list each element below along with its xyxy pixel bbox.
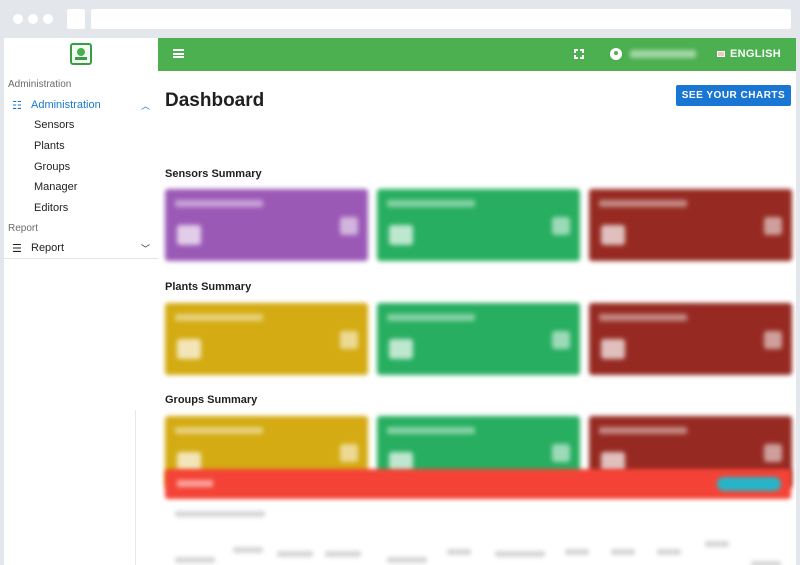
card-icon [764, 217, 782, 235]
card-icon [340, 217, 358, 235]
main-content: Dashboard SEE YOUR CHARTS Sensors Summar… [158, 71, 796, 565]
section-title: Sensors Summary [165, 168, 262, 180]
browser-toolbar [0, 0, 800, 38]
sidebar: Administration ☷ Administration ︿ Sensor… [4, 38, 158, 565]
card-icon [552, 217, 570, 235]
card-icon [552, 444, 570, 462]
summary-card[interactable] [377, 303, 580, 375]
logo-icon [70, 43, 92, 65]
sidebar-item-editors[interactable]: Editors [34, 202, 69, 215]
summary-card[interactable] [377, 189, 580, 261]
card-icon [340, 331, 358, 349]
sidebar-section-title: Report [8, 222, 39, 234]
alert-bar [165, 469, 791, 499]
sidebar-section-title: Administration [8, 79, 72, 90]
card-icon [764, 444, 782, 462]
language-selector[interactable]: ENGLISH [730, 48, 781, 60]
card-icon [764, 331, 782, 349]
section-title: Plants Summary [165, 281, 252, 293]
address-bar[interactable] [91, 9, 791, 29]
data-table [165, 505, 791, 565]
page-title: Dashboard [165, 90, 265, 111]
window-dot-icon [43, 14, 53, 24]
user-name[interactable] [630, 50, 696, 58]
sliders-icon: ☷ [12, 99, 22, 112]
chevron-up-icon: ︿ [140, 100, 150, 111]
plants-summary-row [165, 303, 792, 375]
sidebar-item-manager[interactable]: Manager [34, 181, 78, 194]
sidebar-item-administration[interactable]: ☷ Administration ︿ [4, 95, 158, 115]
sidebar-item-sensors[interactable]: Sensors [34, 119, 75, 131]
menu-icon[interactable] [173, 49, 184, 58]
summary-card[interactable] [589, 189, 792, 261]
see-charts-button[interactable]: SEE YOUR CHARTS [676, 85, 791, 106]
fullscreen-icon[interactable] [574, 49, 584, 59]
top-app-bar: ENGLISH [158, 38, 796, 71]
summary-card[interactable] [165, 303, 368, 375]
alert-bar-label [177, 480, 213, 487]
card-icon [552, 331, 570, 349]
browser-tab[interactable] [67, 9, 85, 29]
summary-card[interactable] [589, 303, 792, 375]
alert-bar-button[interactable] [717, 477, 781, 491]
sidebar-item-plants[interactable]: Plants [34, 139, 65, 152]
card-icon [340, 444, 358, 462]
summary-card[interactable] [165, 189, 368, 261]
divider [135, 410, 136, 565]
app-window: Administration ☷ Administration ︿ Sensor… [4, 38, 796, 565]
account-circle-icon[interactable] [610, 48, 622, 60]
sidebar-item-label: Administration [31, 99, 101, 111]
sensors-summary-row [165, 189, 792, 261]
sidebar-item-report[interactable]: ☰ Report ﹀ [4, 239, 158, 259]
chevron-down-icon: ﹀ [140, 243, 150, 254]
sidebar-item-groups[interactable]: Groups [34, 160, 71, 173]
window-dot-icon [28, 14, 38, 24]
window-dot-icon [13, 14, 23, 24]
list-icon: ☰ [12, 242, 22, 255]
sidebar-logo[interactable] [4, 38, 158, 70]
flag-icon [717, 51, 725, 57]
section-title: Groups Summary [165, 394, 258, 406]
sidebar-item-label: Report [31, 242, 65, 255]
